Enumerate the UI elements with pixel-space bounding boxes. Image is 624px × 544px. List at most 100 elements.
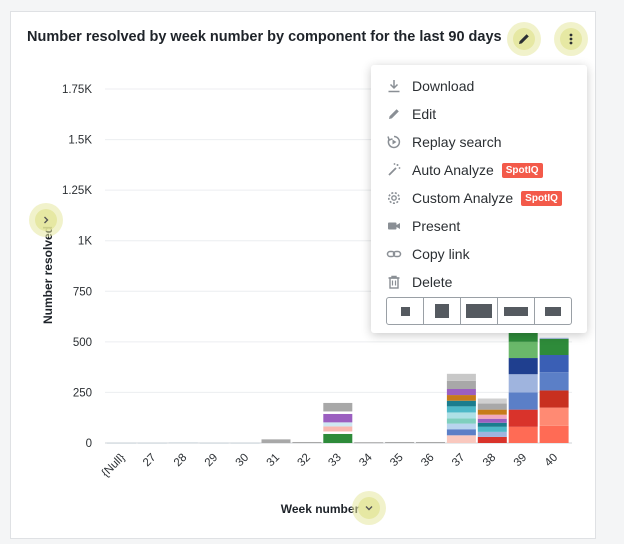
bar-segment[interactable] [446,373,476,381]
bar-segment[interactable] [354,442,384,444]
bar-segment[interactable] [539,337,569,339]
bar-segment[interactable] [508,374,538,393]
edit-chart-button[interactable] [507,22,541,56]
menu-item-copy-link[interactable]: Copy link [371,241,587,267]
x-tick-label: 32 [295,452,313,470]
bar-segment[interactable] [446,406,476,413]
menu-item-label: Copy link [412,246,470,262]
spotiq-badge: SpotIQ [501,163,543,178]
bar-segment[interactable] [477,403,507,410]
bar-segment[interactable] [446,435,476,443]
bar-segment[interactable] [137,442,167,444]
bar-segment[interactable] [168,442,198,444]
menu-item-delete[interactable]: Delete [371,269,587,295]
bar-segment[interactable] [508,392,538,410]
bar-segment[interactable] [446,418,476,424]
bar-segment[interactable] [323,411,353,414]
bar-segment[interactable] [477,398,507,404]
bar-segment[interactable] [446,429,476,436]
menu-item-auto-analyze[interactable]: Auto Analyze SpotIQ [371,157,587,183]
bar-segment[interactable] [477,431,507,437]
bar-segment[interactable] [477,418,507,423]
bar-segment[interactable] [539,372,569,391]
size-wide-short-button[interactable] [535,298,571,324]
menu-item-edit[interactable]: Edit [371,101,587,127]
x-axis-title: Week number [281,502,360,516]
bar-segment[interactable] [323,422,353,427]
bar-segment[interactable] [477,422,507,427]
bar-segment[interactable] [508,409,538,427]
bar-segment[interactable] [261,439,291,443]
x-tick-label: 38 [481,452,499,470]
size-small-button[interactable] [387,298,424,324]
x-tick-label: 34 [357,451,375,469]
bar-segment[interactable] [323,431,353,434]
spotiq-badge: SpotIQ [521,191,562,206]
size-large-button[interactable] [461,298,498,324]
bar-segment[interactable] [477,436,507,443]
y-tick-label: 250 [73,387,92,399]
bar-segment[interactable] [323,402,353,412]
x-tick-label: 36 [419,452,437,470]
menu-item-download[interactable]: Download [371,73,587,99]
gear-icon [385,189,403,207]
x-tick-label: 37 [450,452,468,470]
y-tick-label: 1.5K [68,135,92,147]
bar-segment[interactable] [446,400,476,407]
download-icon [385,77,403,95]
chart-title: Number resolved by week number by compon… [27,29,502,45]
bar-segment[interactable] [508,426,538,443]
bar-segment[interactable] [446,388,476,396]
menu-item-label: Download [412,78,475,94]
y-axis-title: Number resolved [41,226,55,324]
bar-segment[interactable] [477,409,507,415]
bar-segment[interactable] [385,441,415,443]
bar-segment[interactable] [323,413,353,423]
x-tick-label: 30 [234,452,252,470]
y-tick-label: 1.25K [62,185,92,197]
bar-segment[interactable] [539,355,569,373]
more-options-button[interactable] [554,22,588,56]
bar-segment[interactable] [446,395,476,401]
trash-icon [385,273,403,291]
kebab-menu-icon [569,33,573,45]
size-wide-button[interactable] [498,298,535,324]
bar-segment[interactable] [416,441,445,443]
bar-segment[interactable] [107,442,136,444]
bar-segment[interactable] [508,358,538,375]
menu-item-custom-analyze[interactable]: Custom Analyze SpotIQ [371,185,587,211]
chart-options-menu: Download Edit Replay search Auto Analyze… [371,65,587,333]
tile-size-selector [386,297,572,325]
bar-segment[interactable] [292,441,322,443]
bar-segment[interactable] [477,414,507,419]
bar-segment[interactable] [199,442,229,444]
link-icon [385,245,403,263]
bar-segment[interactable] [539,390,569,408]
size-medium-button[interactable] [424,298,461,324]
bar-segment[interactable] [539,407,569,426]
menu-item-replay-search[interactable]: Replay search [371,129,587,155]
bar-segment[interactable] [446,423,476,430]
bar-segment[interactable] [539,338,569,356]
bar-segment[interactable] [539,425,569,443]
bar-segment[interactable] [230,442,260,444]
bar-segment[interactable] [323,426,353,432]
x-tick-label: 27 [141,452,159,470]
bar-segment[interactable] [508,341,538,359]
x-tick-label: 29 [203,452,221,470]
x-tick-label: 31 [265,452,283,470]
x-tick-label: 39 [512,452,530,470]
menu-item-label: Edit [412,106,437,122]
bar-segment[interactable] [446,380,476,389]
bar-segment[interactable] [446,412,476,419]
magic-wand-icon [385,161,403,179]
bar-segment[interactable] [477,426,507,432]
bar-segment[interactable] [323,433,353,443]
x-axis-sort-button[interactable] [352,491,386,525]
expand-axis-button[interactable] [29,203,63,237]
y-tick-label: 1.75K [62,84,92,96]
y-tick-label: 0 [86,438,92,450]
video-camera-icon [385,217,403,235]
menu-item-present[interactable]: Present [371,213,587,239]
